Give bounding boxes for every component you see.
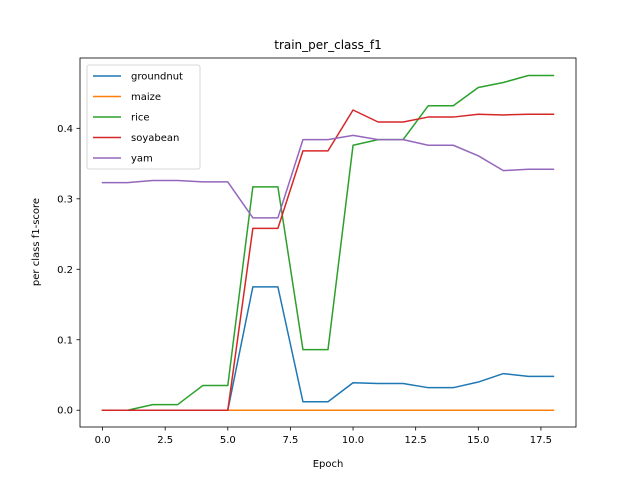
y-tick-label: 0.4 [57,124,73,135]
series-line-rice [101,74,555,411]
legend: groundnut maize rice soyabean yam [86,64,201,170]
x-tick-label: 7.5 [282,435,298,446]
legend-label-groundnut: groundnut [131,72,183,83]
series-line-soyabean [101,109,555,411]
series-line-yam [101,134,555,219]
x-tick-label: 0.0 [95,435,111,446]
y-tick-label: 0.3 [57,194,73,205]
x-tick-label: 5.0 [220,435,236,446]
legend-label-soyabean: soyabean [131,133,179,144]
x-tick-label: 17.5 [530,435,552,446]
x-axis-label: Epoch [313,459,344,470]
legend-label-maize: maize [131,92,161,103]
x-tick-label: 15.0 [467,435,489,446]
legend-label-yam: yam [131,154,153,165]
x-tick-label: 12.5 [405,435,427,446]
y-tick-label: 0.0 [57,406,73,417]
legend-label-rice: rice [131,113,150,124]
y-tick-label: 0.2 [57,265,73,276]
chart-title: train_per_class_f1 [274,38,382,52]
y-tick-label: 0.1 [57,335,73,346]
legend-frame [86,64,201,170]
plot-frame [79,57,577,428]
x-tick-label: 10.0 [342,435,364,446]
y-axis-ticks: 0.0 0.1 0.2 0.3 0.4 [57,124,80,417]
x-axis-ticks: 0.0 2.5 5.0 7.5 10.0 12.5 15.0 17.5 [95,427,552,446]
plot-lines [101,74,555,411]
y-axis-label: per class f1-score [31,198,42,286]
x-tick-label: 2.5 [157,435,173,446]
